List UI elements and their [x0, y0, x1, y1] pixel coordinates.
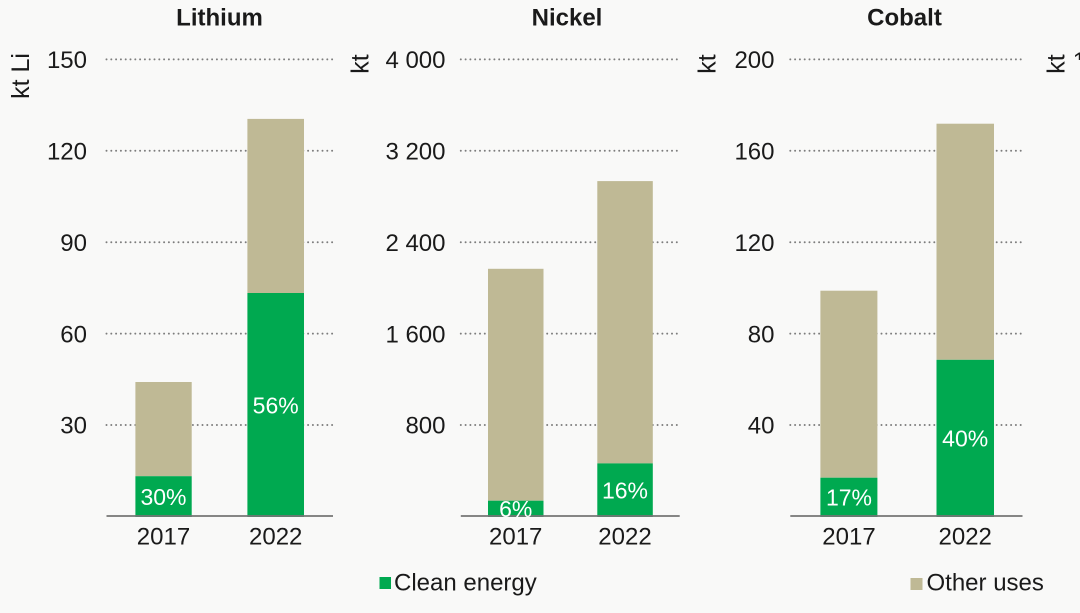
svg-text:16%: 16% [602, 478, 648, 504]
svg-text:kt: kt [347, 54, 375, 74]
svg-text:Nickel: Nickel [532, 5, 603, 32]
svg-text:2 400: 2 400 [385, 230, 445, 257]
svg-text:2022: 2022 [249, 524, 302, 551]
svg-text:Clean energy: Clean energy [394, 570, 537, 597]
svg-text:2017: 2017 [822, 524, 875, 551]
svg-text:kt Li: kt Li [7, 53, 35, 99]
svg-text:kt: kt [1043, 54, 1071, 74]
svg-text:150: 150 [47, 47, 87, 74]
svg-text:2017: 2017 [489, 524, 542, 551]
svg-text:Cobalt: Cobalt [867, 5, 942, 32]
svg-text:120: 120 [47, 139, 87, 166]
svg-text:1 600: 1 600 [385, 321, 445, 348]
svg-text:40: 40 [748, 413, 775, 440]
svg-text:2017: 2017 [137, 524, 190, 551]
svg-text:30: 30 [60, 413, 87, 440]
svg-text:1: 1 [1073, 48, 1080, 75]
svg-text:160: 160 [734, 139, 774, 166]
svg-text:Lithium: Lithium [176, 5, 263, 32]
svg-text:56%: 56% [253, 392, 299, 418]
svg-text:17%: 17% [826, 485, 872, 511]
svg-text:40%: 40% [942, 426, 988, 452]
svg-text:60: 60 [60, 321, 87, 348]
svg-text:80: 80 [748, 321, 775, 348]
svg-text:200: 200 [734, 47, 774, 74]
svg-text:6%: 6% [499, 496, 532, 522]
svg-text:800: 800 [405, 413, 445, 440]
svg-text:Other uses: Other uses [927, 570, 1044, 597]
svg-text:2022: 2022 [598, 524, 651, 551]
svg-text:kt: kt [694, 54, 722, 74]
svg-text:4 000: 4 000 [385, 47, 445, 74]
svg-text:120: 120 [734, 230, 774, 257]
svg-text:90: 90 [60, 230, 87, 257]
svg-text:3 200: 3 200 [385, 139, 445, 166]
svg-text:30%: 30% [140, 484, 186, 510]
svg-text:2022: 2022 [939, 524, 992, 551]
